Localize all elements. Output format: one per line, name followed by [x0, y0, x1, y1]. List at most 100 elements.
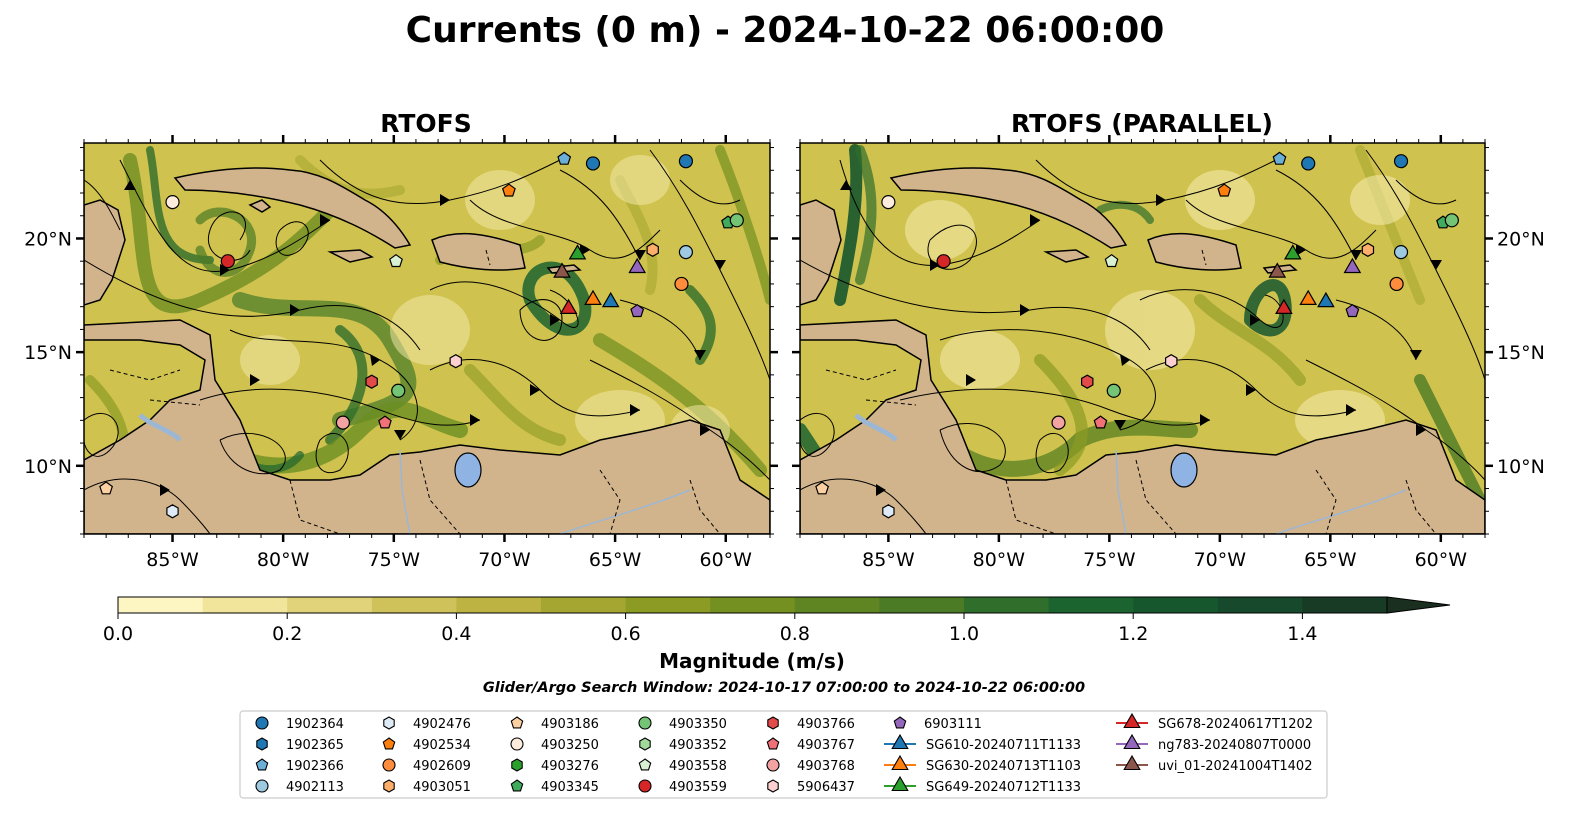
- float-markers: [815, 151, 1459, 519]
- legend: 1902364 1902365 1902366 4902113 4902476 49025…: [239, 710, 1328, 799]
- glider-marker-SG610-20240711T1133: [601, 291, 620, 308]
- legend-marker: [766, 758, 780, 772]
- legend-item: SG649-20240712T1133: [884, 775, 1081, 795]
- legend-item: 4902609: [382, 758, 471, 774]
- legend-item: 6903111: [893, 716, 982, 732]
- legend-item: 4902113: [255, 779, 344, 795]
- argo-marker-1902364: [678, 154, 694, 169]
- lake-maracaibo: [454, 452, 482, 488]
- legend-item: 4903352: [639, 737, 727, 753]
- argo-marker-4902476: [166, 504, 179, 519]
- colorbar-segment: [794, 597, 880, 613]
- legend-item: 4903186: [510, 716, 599, 732]
- glider-marker-uvi_01-20241004T1402: [1268, 262, 1287, 278]
- argo-marker-5906437: [1164, 354, 1178, 369]
- glider-marker-SG678-20240617T1202: [1275, 298, 1293, 314]
- legend-item: SG678-20240617T1202: [1116, 712, 1313, 732]
- legend-label: 4902113: [286, 780, 344, 795]
- legend-marker: [382, 737, 396, 750]
- land: [800, 167, 1485, 534]
- country-borders: [825, 249, 1437, 534]
- y-tick-label: 10°N: [24, 456, 72, 478]
- argo-marker-4903186: [815, 481, 830, 495]
- streamline-arrows: [840, 180, 1442, 496]
- colorbar-tick-label: 0.4: [441, 623, 471, 645]
- map-frame: [799, 142, 1486, 535]
- legend-label: 4903276: [541, 759, 599, 774]
- colorbar-segment: [541, 597, 627, 613]
- river: [399, 449, 411, 534]
- legend-label: 4903766: [797, 717, 855, 732]
- legend-marker: [638, 758, 652, 771]
- y-tick-label: 20°N: [24, 228, 72, 250]
- x-tick-label: 60°W: [700, 549, 753, 571]
- x-tick-label: 60°W: [1415, 549, 1468, 571]
- argo-marker-4903558: [1104, 253, 1119, 268]
- argo-marker-4902534: [1217, 183, 1232, 197]
- legend-item: 1902366: [255, 758, 344, 774]
- y-tick-label: 15°N: [1497, 342, 1545, 364]
- map-panel-rtofs-parallel: 85°W 80°W 75°W 70°W 65°W 60°W 10°N 15°N 20°N: [792, 135, 1545, 571]
- legend-marker: [511, 758, 523, 772]
- glider-marker-SG649-20240712T1133: [568, 244, 587, 260]
- lake-nicaragua: [138, 413, 182, 442]
- x-tick-label: 80°W: [257, 549, 310, 571]
- legend-marker: [510, 779, 524, 792]
- x-tick-label: 65°W: [589, 549, 642, 571]
- colorbar-segments: [118, 597, 1388, 613]
- colorbar-segment: [964, 597, 1050, 613]
- search-window-text: Glider/Argo Search Window: 2024-10-17 07…: [483, 680, 1085, 696]
- colorbar-segment: [287, 597, 373, 613]
- legend-label: SG610-20240711T1133: [926, 738, 1081, 753]
- colorbar-tick-label: 0.0: [103, 623, 133, 645]
- legend-item: 4903766: [767, 716, 855, 732]
- argo-marker-4902113: [678, 245, 694, 260]
- argo-marker-4903350: [729, 213, 744, 228]
- legend-item: ng783-20240807T0000: [1116, 733, 1311, 753]
- country-borders: [109, 249, 721, 534]
- river: [1275, 489, 1407, 534]
- legend-label: 4903559: [669, 780, 727, 795]
- legend-marker: [638, 716, 652, 730]
- legend-item: 4902534: [382, 737, 471, 753]
- argo-marker-4903559: [220, 254, 235, 269]
- legend-marker: [638, 779, 652, 793]
- colorbar-ticks: 0.0 0.2 0.4 0.6 0.8 1.0 1.2 1.4: [103, 613, 1318, 645]
- argo-marker-6903111: [630, 303, 645, 318]
- argo-marker-4903350: [1444, 213, 1459, 228]
- argo-marker-4903767: [378, 415, 392, 429]
- legend-marker: [510, 737, 524, 751]
- y-tick-label: 10°N: [1497, 456, 1545, 478]
- legend-item: 4903276: [511, 758, 599, 774]
- legend-label: 4902476: [413, 717, 471, 732]
- legend-marker: [255, 716, 269, 730]
- legend-label: 4903558: [669, 759, 727, 774]
- legend-item: 4902476: [383, 716, 471, 732]
- argo-marker-4903767: [1093, 415, 1108, 429]
- map-frame: [83, 142, 771, 535]
- streamline-arrows: [124, 180, 726, 496]
- argo-marker-4903250: [881, 195, 896, 210]
- legend-label: 4902609: [413, 759, 471, 774]
- legend-label: 6903111: [924, 717, 982, 732]
- argo-marker-4903559: [936, 254, 951, 269]
- colorbar-frame: [117, 596, 1388, 614]
- glider-marker-ng783-20240807T0000: [1343, 257, 1362, 274]
- glider-marker-SG630-20240713T1103: [584, 289, 602, 305]
- colorbar-extend-arrow: [1386, 596, 1451, 614]
- legend-marker: [891, 733, 909, 750]
- legend-marker: [383, 716, 395, 730]
- x-tick-label: 70°W: [478, 549, 531, 571]
- legend-label: SG678-20240617T1202: [1158, 717, 1313, 732]
- legend-item: 4903350: [638, 716, 727, 732]
- argo-marker-4903768: [335, 415, 351, 430]
- legend-label: 1902365: [286, 738, 344, 753]
- legend-marker: [767, 779, 779, 793]
- legend-frame: [239, 710, 1328, 799]
- colorbar-segment: [879, 597, 965, 613]
- argo-marker-1902364: [585, 156, 601, 171]
- legend-marker: [1123, 712, 1141, 729]
- map-panel-rtofs: 85°W 80°W 75°W 70°W 65°W 60°W 10°N 15°N 20°N: [24, 135, 778, 571]
- legend-marker: [510, 716, 524, 729]
